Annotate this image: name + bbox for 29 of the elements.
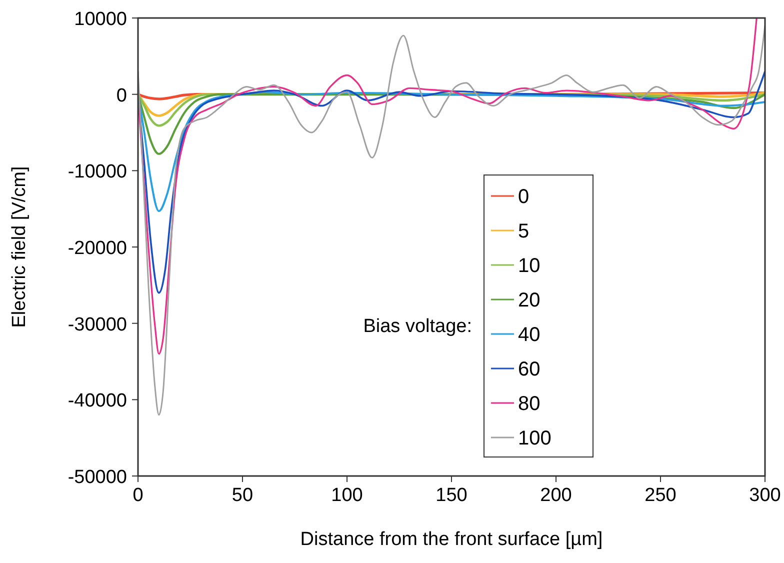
- y-tick-label: -50000: [68, 467, 127, 488]
- legend-label: 60: [518, 358, 540, 380]
- legend-label: 10: [518, 255, 540, 277]
- x-tick-label: 0: [132, 485, 144, 506]
- x-tick-label: 250: [644, 485, 676, 506]
- legend-label: 5: [518, 220, 530, 242]
- y-tick-label: -20000: [68, 238, 127, 259]
- line-series: [138, 24, 765, 416]
- legend-label: 20: [518, 290, 540, 312]
- y-tick-label: -40000: [68, 390, 127, 412]
- legend-title: Bias voltage:: [363, 316, 472, 337]
- y-axis-title: Electric field [V/cm]: [9, 166, 30, 328]
- x-tick-label: 50: [232, 485, 254, 506]
- x-tick-label: 200: [540, 485, 572, 506]
- legend-label: 0: [518, 186, 530, 208]
- line-series: [138, 18, 758, 355]
- y-tick-label: -30000: [68, 314, 127, 336]
- line-series: [138, 91, 765, 212]
- legend-label: 100: [518, 428, 552, 450]
- x-tick-label: 150: [436, 485, 468, 506]
- legend-label: 80: [518, 393, 540, 415]
- x-tick-label: 100: [331, 485, 363, 506]
- y-tick-label: 10000: [74, 9, 127, 30]
- legend-label: 40: [518, 324, 540, 346]
- y-tick-label: 0: [116, 85, 127, 106]
- x-tick-label: 300: [749, 485, 781, 506]
- line-series: [138, 70, 765, 294]
- x-axis-title: Distance from the front surface [µm]: [300, 529, 603, 550]
- y-tick-label: -10000: [68, 162, 127, 183]
